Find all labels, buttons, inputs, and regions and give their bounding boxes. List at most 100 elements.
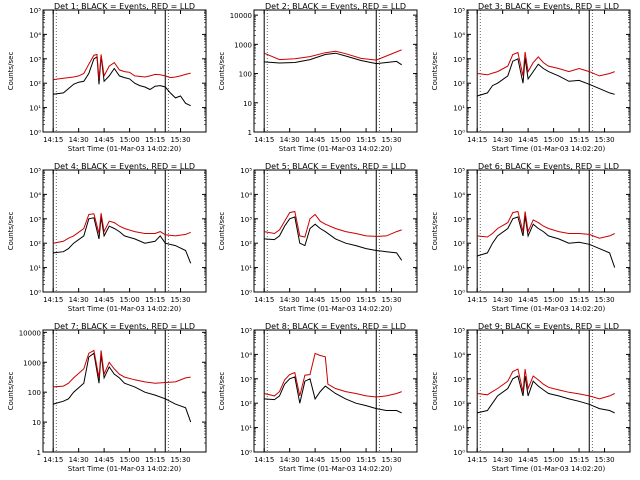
panel-title: Det 9: BLACK = Events, RED = LLD [478,322,619,331]
y-tick-label: 10¹ [240,425,252,433]
series-events [477,215,616,268]
y-tick-label: 10¹ [453,265,465,273]
x-tick-label: 15:15 [145,456,165,464]
y-tick-label: 10⁴ [453,31,465,39]
panel-det-5: Det 5: BLACK = Events, RED = LLD 10⁰ 10¹ 10… [218,162,418,313]
y-tick-label: 10³ [240,216,252,224]
y-tick-label: 10⁴ [453,351,465,359]
x-tick-label: 14:45 [94,136,114,144]
y-tick-label: 10⁵ [240,327,252,335]
x-tick-label: 14:30 [280,296,300,304]
panel-det-1: Det 1: BLACK = Events, RED = LLD 10⁰ 10¹ 10… [7,2,207,153]
y-tick-label: 10³ [453,56,465,64]
y-tick-label: 10² [453,400,465,408]
x-tick-label: 15:30 [594,296,614,304]
panel-det-4: Det 4: BLACK = Events, RED = LLD 10⁰ 10¹ 10… [7,162,207,313]
x-tick-label: 15:15 [145,136,165,144]
x-axis-label: Start Time (01-Mar-03 14:02:20) [492,305,606,313]
panel-det-6: Det 6: BLACK = Events, RED = LLD 10⁰ 10¹ 10… [431,162,631,313]
series-lld [53,349,191,388]
x-axis-label: Start Time (01-Mar-03 14:02:20) [279,145,393,153]
y-tick-label: 10⁴ [240,351,252,359]
y-tick-label: 10⁵ [453,327,465,335]
x-axis-label: Start Time (01-Mar-03 14:02:20) [492,145,606,153]
y-tick-label: 10³ [240,376,252,384]
x-axis-label: Start Time (01-Mar-03 14:02:20) [68,145,182,153]
y-tick-label: 10⁰ [453,449,465,457]
x-tick-label: 14:45 [94,456,114,464]
x-tick-label: 14:45 [305,296,325,304]
y-tick-label: 100 [28,389,41,397]
x-tick-label: 14:45 [305,136,325,144]
y-tick-label: 10² [453,80,465,88]
x-tick-label: 15:00 [120,296,140,304]
y-tick-label: 10⁵ [453,167,465,175]
y-tick-label: 10³ [29,56,41,64]
panel-title: Det 6: BLACK = Events, RED = LLD [478,162,619,171]
y-tick-label: 10⁴ [29,191,41,199]
x-tick-label: 14:30 [280,136,300,144]
x-tick-label: 14:30 [69,456,89,464]
panel-det-9: Det 9: BLACK = Events, RED = LLD 10⁰ 10¹ 10… [431,322,631,473]
plot-frame [466,9,631,133]
panel-title: Det 7: BLACK = Events, RED = LLD [54,322,195,331]
y-tick-label: 10000 [230,12,252,20]
y-tick-label: 10 [32,419,41,427]
plot-frame [466,329,631,453]
panel-title: Det 2: BLACK = Events, RED = LLD [265,2,406,11]
x-axis-label: Start Time (01-Mar-03 14:02:20) [492,465,606,473]
x-tick-label: 15:15 [356,456,376,464]
x-tick-label: 14:45 [94,296,114,304]
plot-frame [42,9,207,133]
x-tick-label: 14:15 [254,456,274,464]
y-tick-label: 10⁰ [240,289,252,297]
x-tick-label: 14:30 [69,296,89,304]
y-tick-label: 10⁰ [453,289,465,297]
x-tick-label: 15:00 [331,456,351,464]
series-events [53,216,192,264]
x-tick-label: 15:15 [356,296,376,304]
x-tick-label: 14:45 [518,296,538,304]
x-tick-label: 15:00 [331,296,351,304]
y-tick-label: 1000 [23,359,41,367]
x-tick-label: 14:15 [43,136,63,144]
series-lld [53,53,191,81]
y-axis-label: Counts/sec [7,212,15,251]
x-tick-label: 14:30 [493,296,513,304]
y-tick-label: 10⁰ [240,449,252,457]
panel-det-2: Det 2: BLACK = Events, RED = LLD 1 10 100 10… [218,2,418,153]
y-axis-label: Counts/sec [218,372,226,411]
x-tick-label: 15:00 [544,296,564,304]
x-tick-label: 14:15 [467,456,487,464]
x-axis-label: Start Time (01-Mar-03 14:02:20) [279,305,393,313]
x-tick-label: 14:45 [518,136,538,144]
y-tick-label: 10¹ [29,265,41,273]
x-tick-label: 15:00 [120,136,140,144]
panel-det-7: Det 7: BLACK = Events, RED = LLD 1 10 100 10… [7,322,207,473]
x-tick-label: 15:30 [170,296,190,304]
panel-title: Det 1: BLACK = Events, RED = LLD [54,2,195,11]
y-tick-label: 10² [29,80,41,88]
x-tick-label: 15:00 [544,136,564,144]
y-tick-label: 10² [240,240,252,248]
y-tick-label: 1 [37,449,41,457]
panel-det-3: Det 3: BLACK = Events, RED = LLD 10⁰ 10¹ 10… [431,2,631,153]
series-events [264,52,402,66]
x-tick-label: 15:30 [170,136,190,144]
panel-title: Det 8: BLACK = Events, RED = LLD [265,322,406,331]
x-tick-label: 14:15 [254,296,274,304]
series-events [477,57,615,97]
x-axis-label: Start Time (01-Mar-03 14:02:20) [68,465,182,473]
series-events [264,216,403,261]
series-events [53,55,191,107]
y-tick-label: 10¹ [240,265,252,273]
y-tick-label: 10² [453,240,465,248]
y-tick-label: 1000 [234,41,252,49]
plot-frame [466,169,631,293]
y-axis-label: Counts/sec [431,212,439,251]
series-lld [264,49,402,61]
x-tick-label: 15:15 [356,136,376,144]
y-tick-label: 10² [240,400,252,408]
x-tick-label: 15:30 [381,456,401,464]
